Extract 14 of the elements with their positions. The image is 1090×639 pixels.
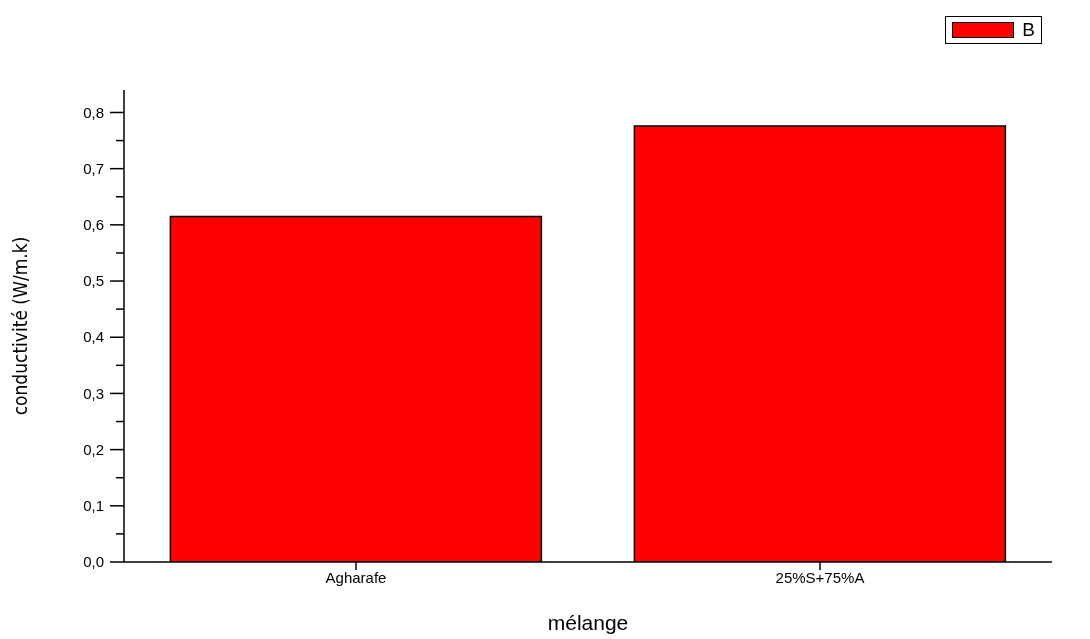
y-tick-label: 0,8: [83, 103, 104, 121]
y-tick-label: 0,1: [83, 497, 104, 515]
y-tick-label: 0,2: [83, 440, 104, 458]
y-tick-label: 0,7: [83, 159, 104, 177]
legend-label: B: [1022, 19, 1035, 41]
y-tick-label: 0,5: [83, 272, 104, 290]
y-axis-title: conductivité (W/m.k): [8, 236, 31, 416]
y-tick-label: 0,3: [83, 384, 104, 402]
y-tick-label: 0,0: [83, 553, 104, 571]
y-tick-label: 0,6: [83, 216, 104, 234]
y-tick-label: 0,4: [83, 328, 104, 346]
x-axis-title: mélange: [547, 611, 629, 634]
x-tick-label: 25%S+75%A: [775, 568, 865, 586]
x-tick-label: Agharafe: [325, 568, 387, 586]
